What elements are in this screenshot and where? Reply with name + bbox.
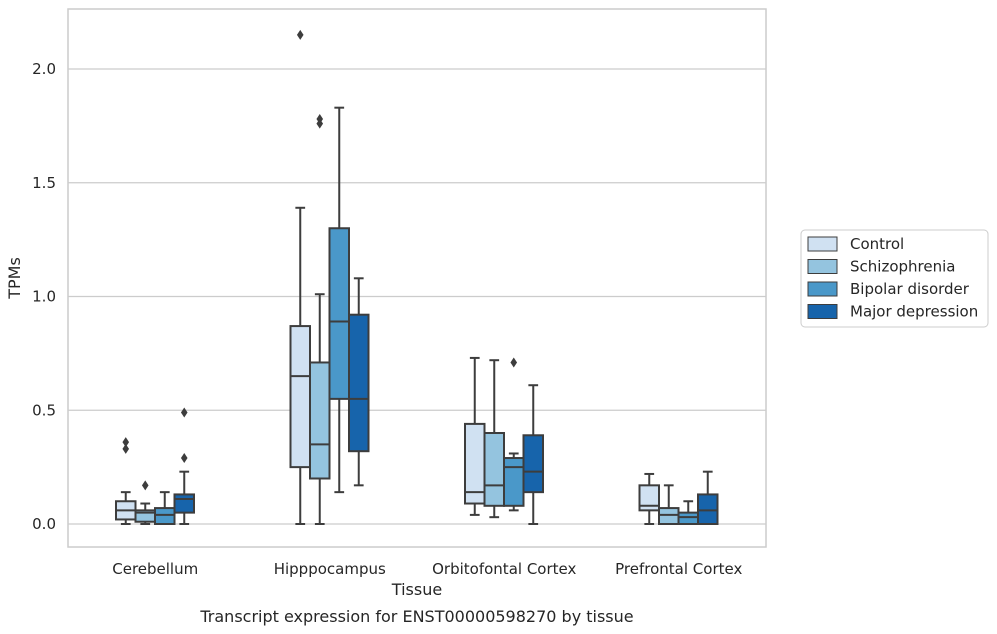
y-axis-title: TPMs — [5, 257, 24, 300]
box-group — [483, 359, 505, 519]
legend-frame — [800, 229, 989, 328]
x-tick-label: Orbitofontal Cortex — [432, 560, 576, 578]
outlier-point — [316, 114, 324, 125]
y-tick-labels: 0.0 0.5 1.0 1.5 2.0 — [32, 60, 56, 533]
box — [697, 493, 719, 525]
box — [677, 511, 699, 525]
outlier-point — [510, 357, 518, 368]
x-tick-label: Hipppocampus — [274, 560, 386, 578]
legend: Control Schizophrenia Bipolar disorder Majo… — [800, 229, 989, 328]
outlier-point — [122, 443, 130, 454]
box — [503, 457, 525, 507]
legend-label: Schizophrenia — [850, 258, 955, 276]
box-group — [677, 500, 699, 525]
box-group — [503, 357, 525, 512]
box — [289, 325, 311, 469]
box-group — [154, 491, 176, 526]
grid-lines — [68, 68, 766, 525]
box-group — [134, 480, 156, 525]
box-group — [464, 356, 486, 516]
box — [348, 313, 370, 453]
y-tick-label: 0.0 — [32, 515, 56, 533]
outlier-point — [180, 407, 188, 418]
outlier-point — [122, 437, 130, 448]
x-axis-title: Tissue — [391, 580, 442, 599]
box-group — [658, 484, 680, 526]
outlier-point — [180, 453, 188, 464]
y-tick-label: 1.0 — [32, 288, 56, 306]
box-group — [522, 384, 544, 525]
legend-label: Control — [850, 235, 904, 253]
box — [154, 507, 176, 526]
y-tick-label: 2.0 — [32, 60, 56, 78]
box-groups — [115, 29, 719, 526]
figure-caption: Transcript expression for ENST0000059827… — [199, 607, 633, 626]
box-group — [348, 277, 370, 487]
y-tick-label: 0.5 — [32, 401, 56, 419]
y-tick-label: 1.5 — [32, 174, 56, 192]
legend-swatch — [807, 304, 838, 319]
x-tick-labels: Cerebellum Hipppocampus Orbitofontal Corte… — [112, 560, 742, 578]
legend-swatch — [807, 281, 838, 297]
outlier-point — [141, 480, 149, 491]
box-group — [697, 470, 719, 525]
legend-label: Major depression — [850, 303, 978, 321]
box-group — [309, 114, 331, 525]
box — [328, 227, 350, 400]
box — [309, 361, 331, 480]
x-tick-label: Cerebellum — [112, 560, 198, 578]
legend-swatch — [807, 259, 838, 274]
box-group — [173, 407, 195, 525]
box-group — [289, 29, 311, 525]
box — [658, 507, 680, 526]
legend-swatch — [807, 236, 838, 252]
box-group — [328, 106, 350, 494]
box-group — [115, 437, 137, 525]
box — [173, 493, 195, 514]
plot-frame — [67, 8, 767, 548]
box — [522, 434, 544, 494]
legend-label: Bipolar disorder — [850, 280, 970, 298]
box — [483, 432, 505, 507]
box — [638, 484, 660, 512]
outlier-point — [296, 29, 304, 40]
x-tick-label: Prefrontal Cortex — [615, 560, 742, 578]
box-group — [638, 472, 660, 525]
